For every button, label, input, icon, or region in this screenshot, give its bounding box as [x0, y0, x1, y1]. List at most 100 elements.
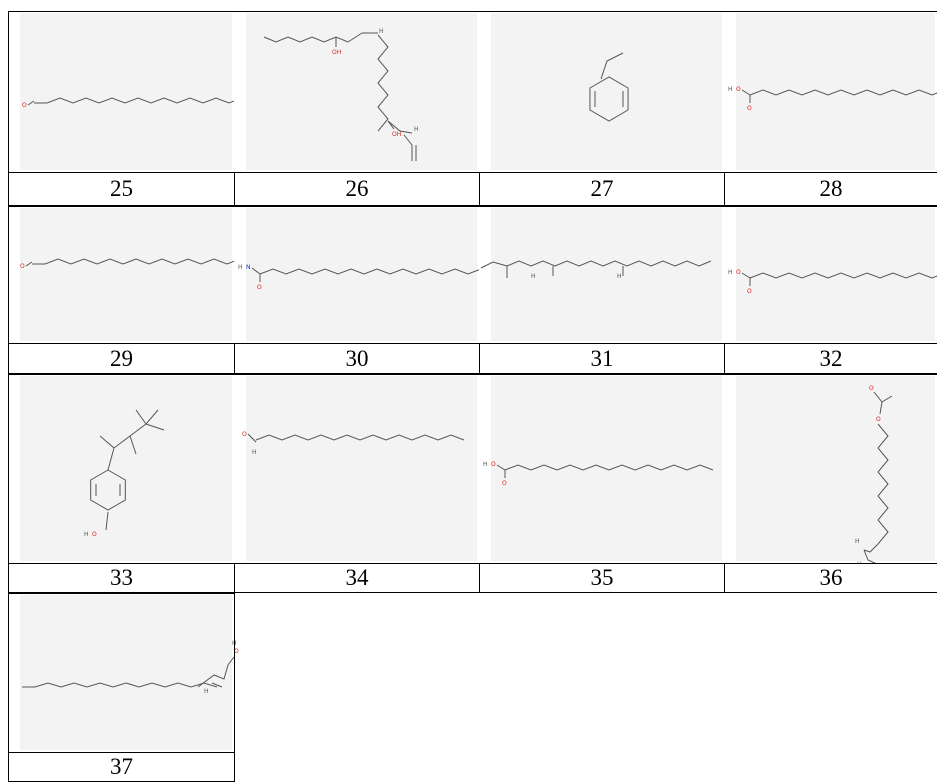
molecule-structure-27	[589, 52, 629, 122]
atom-label: N	[246, 264, 251, 271]
molecule-structure-35: H OO	[483, 461, 714, 487]
bond	[251, 267, 261, 275]
structure-image	[20, 376, 232, 561]
molecule-structure-34: OH	[242, 431, 465, 456]
bond	[741, 89, 751, 96]
molecule-structure-28: H OO	[728, 86, 937, 112]
bond-chain	[749, 272, 937, 279]
atom-label: O	[869, 385, 874, 392]
atom-label: O	[747, 105, 752, 112]
double-bond	[27, 100, 35, 106]
bond	[496, 464, 506, 471]
atom-label: H	[238, 264, 243, 271]
phenol-ring	[90, 469, 126, 511]
bond-chain	[873, 391, 893, 403]
compound-number-label: 33	[8, 563, 235, 593]
bond	[145, 423, 165, 431]
compound-number-label: 25	[8, 172, 235, 206]
atom-label: OH	[392, 131, 401, 138]
bond-chain	[504, 464, 714, 471]
structure-cell-27	[479, 11, 724, 172]
double-bond	[211, 682, 223, 688]
double-bond	[25, 261, 33, 267]
bond-chain	[107, 409, 159, 471]
structure-image	[20, 13, 232, 170]
bond-chain	[377, 34, 389, 132]
compound-number-label: 36	[724, 563, 937, 593]
structure-image	[246, 208, 477, 341]
atom-label: H	[617, 273, 622, 280]
atom-label: O	[242, 431, 247, 438]
atom-label: H	[204, 688, 209, 695]
bond-chain	[387, 120, 413, 134]
compound-number-label: 37	[8, 752, 235, 782]
bond-chain	[749, 89, 937, 96]
atom-label: O	[234, 648, 239, 655]
compound-number-label: 31	[479, 343, 725, 374]
atom-label: H	[84, 531, 89, 538]
compound-number-label: 26	[234, 172, 480, 206]
structure-image	[736, 376, 935, 561]
atom-label: O	[20, 263, 25, 270]
atom-label: O	[736, 269, 741, 276]
structure-image	[491, 13, 722, 170]
atom-label: H	[483, 461, 488, 468]
bond-chain	[403, 134, 413, 161]
atom-label: O	[747, 288, 752, 295]
structure-image	[736, 208, 935, 341]
structure-cell-36: OOHHO	[724, 374, 937, 589]
compound-number-label: 28	[724, 172, 937, 206]
structure-image	[246, 376, 477, 561]
molecule-structure-25: O	[22, 97, 243, 109]
atom-label: H	[252, 449, 257, 456]
structure-image	[736, 13, 935, 170]
molecule-structure-26: OH H OH H	[263, 28, 419, 161]
atom-label: O	[876, 416, 881, 423]
atom-label: OH	[332, 49, 341, 56]
bond-chain	[263, 32, 363, 43]
structure-cell-25: O	[8, 11, 243, 172]
atom-label: H	[232, 640, 237, 647]
bond-chain	[863, 543, 879, 553]
bond-chain	[105, 511, 109, 531]
molecule-structure-29: O	[20, 258, 241, 270]
structure-image	[246, 13, 477, 170]
compound-number-label: 27	[479, 172, 725, 206]
bond-chain	[34, 97, 243, 104]
bond-chain	[506, 260, 712, 267]
bond	[741, 272, 751, 279]
bond-chain	[480, 261, 508, 269]
double-bond	[247, 433, 257, 443]
atom-label: O	[22, 102, 27, 109]
structure-cell-26: OH H OH H	[234, 11, 479, 172]
structure-cell-29: O	[8, 206, 241, 343]
bond	[879, 401, 883, 415]
compound-number-label: 34	[234, 563, 480, 593]
bond-chain	[197, 656, 235, 688]
molecule-structure-30: H N O	[238, 264, 482, 291]
atom-label: H	[728, 269, 733, 276]
bond-chain	[877, 423, 889, 545]
bond-chain	[600, 52, 624, 80]
double-bond	[863, 549, 869, 561]
atom-label: O	[491, 461, 496, 468]
compound-number-label: 35	[479, 563, 725, 593]
structure-image	[491, 208, 722, 341]
compound-number-label: 29	[8, 343, 235, 374]
atom-label: O	[257, 284, 262, 291]
bond	[99, 435, 115, 449]
bond	[129, 435, 137, 455]
benzene-ring	[589, 76, 629, 122]
bond-chain	[259, 268, 482, 275]
molecule-structure-36: OOHHO	[855, 385, 893, 589]
